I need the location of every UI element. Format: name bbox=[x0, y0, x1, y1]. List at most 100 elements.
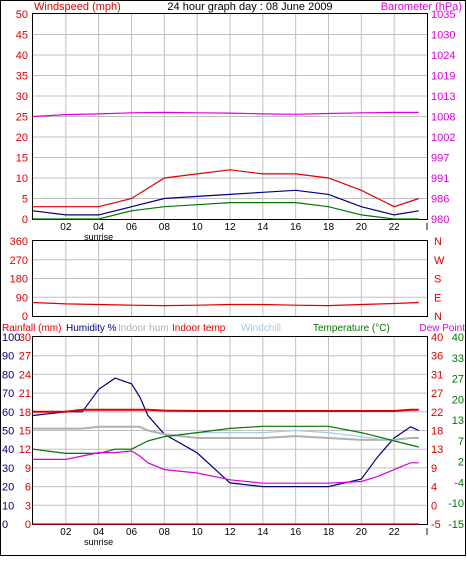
panel1-right-ticks: 1035 1030 1024 1019 1013 1008 1002 997 991 986 980 bbox=[431, 9, 455, 226]
legend-dew-point: Dew Point bbox=[419, 323, 465, 334]
wind-direction-tick-label: 270 bbox=[10, 255, 28, 267]
wind-direction-tick-label: 360 bbox=[10, 236, 28, 248]
dew-point-tick-label: 13 bbox=[452, 415, 464, 427]
compass-tick-label: N bbox=[434, 311, 442, 323]
panel2-left-ticks: 360 270 180 90 0 bbox=[10, 236, 28, 323]
x-tick-label: 22 bbox=[389, 222, 401, 233]
temperature-tick-label: 22 bbox=[431, 407, 443, 419]
windspeed-tick-label: 20 bbox=[16, 132, 28, 144]
rainfall-tick-label: 21 bbox=[19, 388, 31, 400]
dew-point-tick-label: 7 bbox=[458, 436, 464, 448]
humidity-tick-label: 50 bbox=[2, 426, 14, 438]
windspeed-tick-label: 10 bbox=[16, 173, 28, 185]
legend-temperature: Temperature (°C) bbox=[313, 323, 390, 334]
panel3-series bbox=[32, 377, 420, 525]
x-tick-label: 16 bbox=[290, 527, 302, 538]
humidity-tick-label: 0 bbox=[2, 519, 8, 531]
dew-point-tick-label: 40 bbox=[452, 332, 464, 344]
compass-tick-label: W bbox=[434, 255, 445, 267]
dew-point-tick-label: -10 bbox=[448, 498, 464, 510]
windspeed-tick-label: 5 bbox=[22, 194, 28, 206]
windspeed-tick-label: 35 bbox=[16, 71, 28, 83]
barometer-tick-label: 1024 bbox=[431, 50, 455, 62]
x-tick-label: 10 bbox=[192, 222, 204, 233]
barometer-tick-label: 1030 bbox=[431, 30, 455, 42]
windspeed-tick-label: 45 bbox=[16, 30, 28, 42]
panel1-grid bbox=[33, 14, 427, 219]
humidity-tick-label: 20 bbox=[2, 482, 14, 494]
temperature-tick-label: 18 bbox=[431, 426, 443, 438]
x-tick-label: 10 bbox=[192, 527, 204, 538]
x-tick-label: I bbox=[426, 527, 429, 538]
x-tick-label: 04 bbox=[93, 222, 105, 233]
wind-direction-tick-label: 0 bbox=[22, 311, 28, 323]
dew-point-tick-label: -4 bbox=[454, 477, 464, 489]
windspeed-tick-label: 50 bbox=[16, 9, 28, 21]
x-tick-label: 20 bbox=[356, 222, 368, 233]
humidity-tick-label: 90 bbox=[2, 351, 14, 363]
temperature-tick-label: 9 bbox=[431, 463, 437, 475]
rainfall-tick-label: 9 bbox=[25, 463, 31, 475]
windspeed-tick-label: 15 bbox=[16, 153, 28, 165]
panel2-series bbox=[32, 301, 419, 307]
rainfall-tick-label: 30 bbox=[19, 332, 31, 344]
compass-tick-label: N bbox=[434, 236, 442, 248]
panel3-series-line bbox=[33, 408, 419, 413]
x-tick-label: 12 bbox=[224, 222, 236, 233]
x-tick-label: I bbox=[426, 222, 429, 233]
compass-tick-label: E bbox=[434, 292, 441, 304]
temperature-tick-label: 36 bbox=[431, 351, 443, 363]
barometer-tick-label: 1013 bbox=[431, 91, 455, 103]
barometer-tick-label: 980 bbox=[431, 214, 449, 226]
x-tick-label: 18 bbox=[323, 222, 335, 233]
panel2-grid bbox=[33, 241, 427, 316]
graph-title: 24 hour graph day : 08 June 2009 bbox=[167, 1, 332, 13]
rainfall-tick-label: 0 bbox=[25, 519, 31, 531]
legend-rainfall: Rainfall (mm) bbox=[2, 323, 61, 334]
dew-point-tick-label: 2 bbox=[458, 457, 464, 469]
barometer-tick-label: 1035 bbox=[431, 9, 455, 21]
temperature-tick-label: 27 bbox=[431, 388, 443, 400]
wind-direction-tick-label: 180 bbox=[10, 274, 28, 286]
humidity-tick-label: 10 bbox=[2, 500, 14, 512]
rainfall-tick-label: 6 bbox=[25, 482, 31, 494]
dew-point-tick-label: 27 bbox=[452, 374, 464, 386]
panel3-series-line bbox=[33, 450, 419, 484]
windspeed-tick-label: 25 bbox=[16, 112, 28, 124]
x-tick-label: 14 bbox=[257, 222, 269, 233]
x-tick-label: 08 bbox=[159, 222, 171, 233]
x-tick-label: 18 bbox=[323, 527, 335, 538]
temperature-tick-label: 13 bbox=[431, 444, 443, 456]
panel1-series bbox=[32, 111, 419, 220]
rainfall-tick-label: 15 bbox=[19, 426, 31, 438]
humidity-tick-label: 80 bbox=[2, 369, 14, 381]
windspeed-tick-label: 40 bbox=[16, 50, 28, 62]
rainfall-tick-label: 18 bbox=[19, 407, 31, 419]
humidity-tick-label: 30 bbox=[2, 463, 14, 475]
humidity-tick-label: 60 bbox=[2, 407, 14, 419]
rainfall-tick-label: 12 bbox=[19, 444, 31, 456]
panel3-series-line bbox=[33, 425, 419, 441]
legend-humidity: Humidity % bbox=[66, 323, 117, 334]
sunrise-label: sunrise bbox=[84, 537, 113, 547]
temperature-tick-label: 0 bbox=[431, 500, 437, 512]
x-tick-label: 02 bbox=[60, 527, 72, 538]
panel2-series-line bbox=[32, 301, 419, 307]
x-tick-label: 12 bbox=[224, 527, 236, 538]
windspeed-tick-label: 30 bbox=[16, 91, 28, 103]
x-tick-label: 04 bbox=[93, 527, 105, 538]
x-tick-label: 14 bbox=[257, 527, 269, 538]
rainfall-tick-label: 24 bbox=[19, 369, 31, 381]
humidity-tick-label: 40 bbox=[2, 444, 14, 456]
barometer-tick-label: 1019 bbox=[431, 71, 455, 83]
temperature-tick-label: 40 bbox=[431, 332, 443, 344]
x-tick-label: 08 bbox=[159, 527, 171, 538]
barometer-axis-title: Barometer (hPa) bbox=[381, 1, 462, 13]
barometer-tick-label: 991 bbox=[431, 173, 449, 185]
x-tick-label: 06 bbox=[126, 527, 138, 538]
